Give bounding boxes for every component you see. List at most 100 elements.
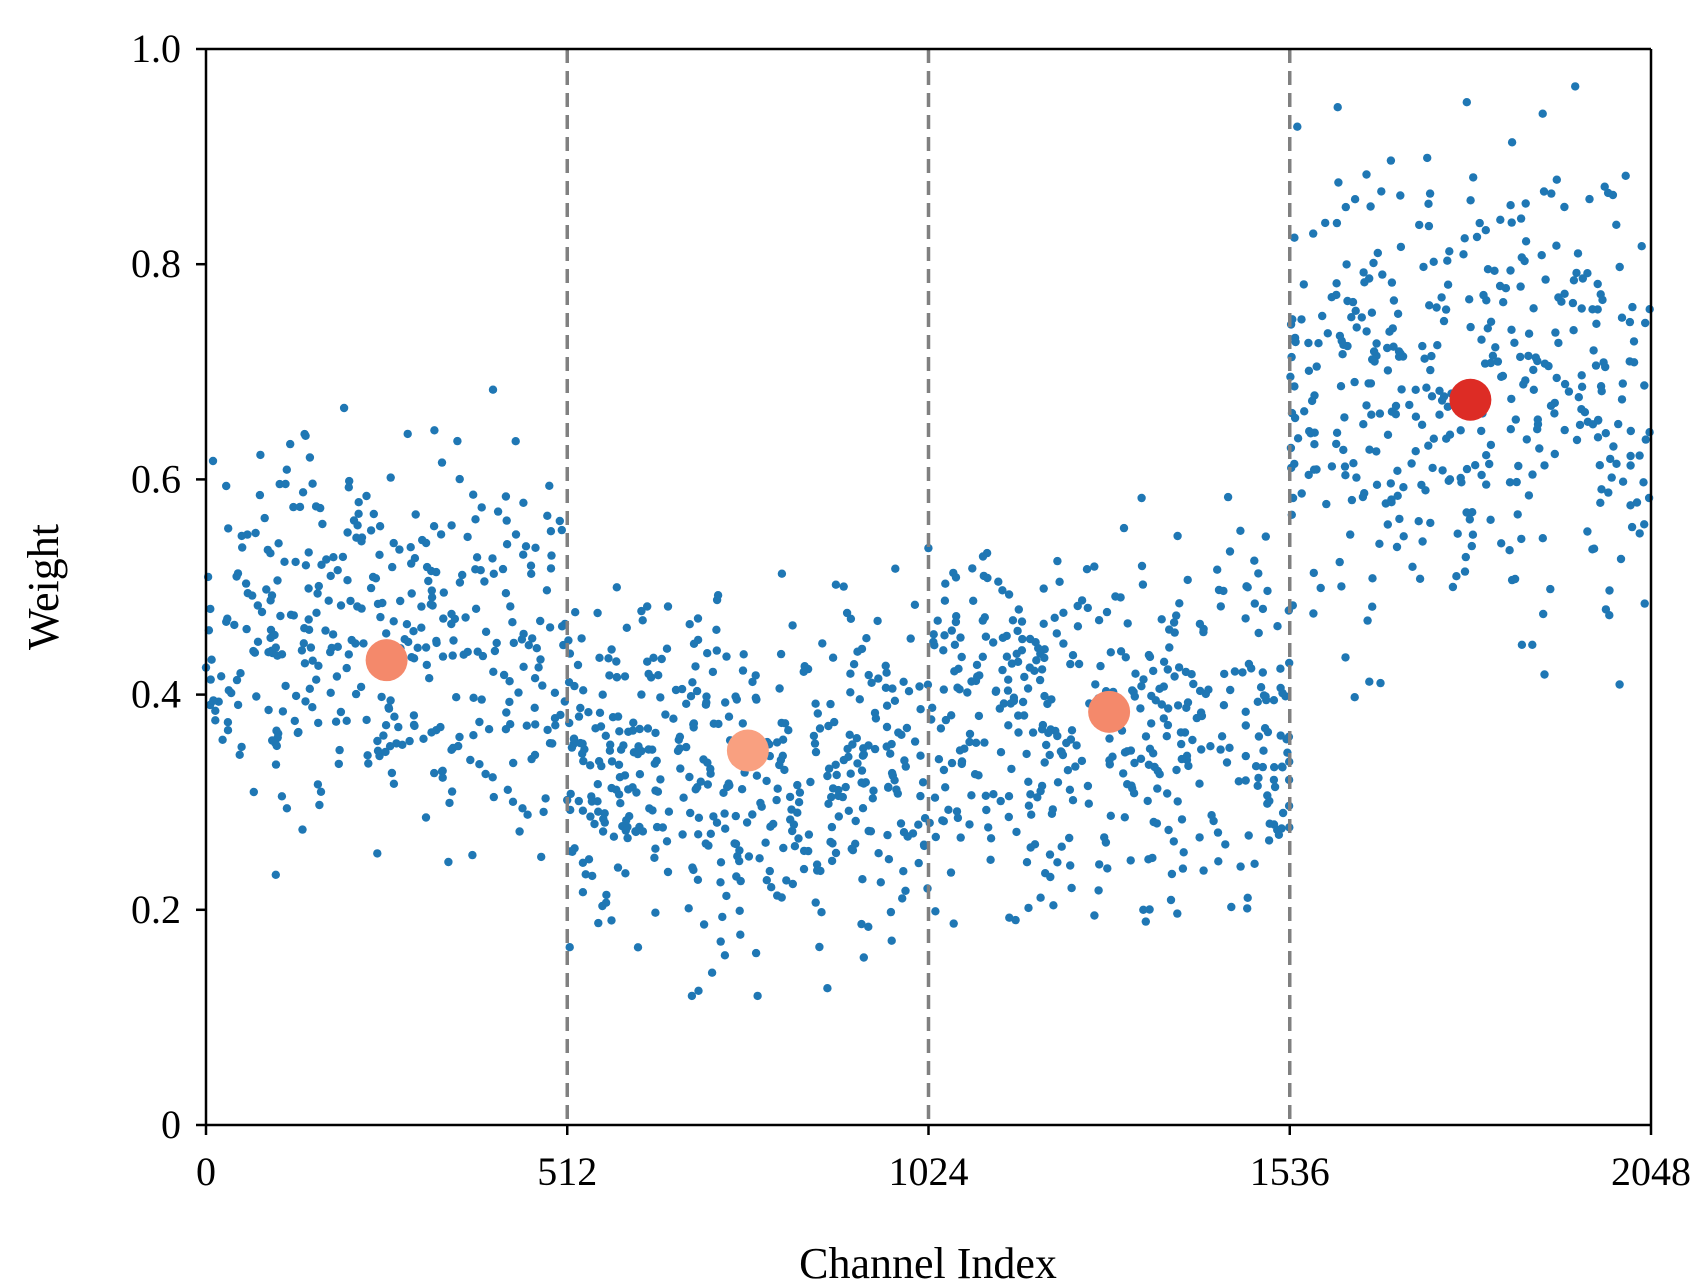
data-point <box>953 813 963 823</box>
data-point <box>896 819 906 828</box>
data-point <box>1351 306 1360 315</box>
data-point <box>1277 762 1287 771</box>
data-point <box>543 725 552 735</box>
data-point <box>613 712 623 721</box>
data-point <box>1020 672 1029 682</box>
data-point <box>405 736 414 746</box>
data-point <box>1524 491 1534 500</box>
group-mean-marker <box>726 729 769 772</box>
data-point <box>1465 515 1475 524</box>
data-point <box>1376 678 1385 688</box>
data-point <box>445 798 454 808</box>
data-point <box>1013 657 1023 666</box>
data-point <box>644 745 653 754</box>
data-point <box>852 734 861 743</box>
data-point <box>349 516 359 525</box>
data-point <box>736 876 745 886</box>
data-point <box>664 807 674 816</box>
data-point <box>1269 775 1279 785</box>
data-point <box>232 675 242 685</box>
data-point <box>812 860 822 869</box>
data-point <box>211 706 220 715</box>
data-point <box>1172 611 1181 620</box>
data-point <box>1635 529 1644 538</box>
data-point <box>230 620 239 630</box>
data-point <box>1546 401 1556 410</box>
data-point <box>844 806 853 815</box>
data-point <box>1007 764 1016 774</box>
data-point <box>1383 343 1392 353</box>
data-point <box>1426 518 1435 528</box>
data-point <box>1573 249 1583 258</box>
data-point <box>864 922 873 931</box>
data-point <box>737 785 747 794</box>
data-point <box>1337 582 1346 591</box>
data-point <box>1368 574 1377 583</box>
data-point <box>206 675 215 684</box>
data-point <box>643 602 652 611</box>
data-point <box>793 808 802 817</box>
data-point <box>1051 726 1060 736</box>
data-point <box>1059 608 1068 617</box>
data-point <box>268 736 277 745</box>
data-point <box>886 749 895 758</box>
data-point <box>335 745 344 755</box>
data-point <box>511 437 520 446</box>
data-point <box>656 775 665 784</box>
data-point <box>1441 305 1451 314</box>
data-point <box>328 630 338 639</box>
data-point <box>421 643 431 652</box>
data-point <box>899 677 908 686</box>
data-point <box>986 834 996 843</box>
data-point <box>390 712 399 721</box>
data-point <box>1589 346 1598 355</box>
data-point <box>1438 466 1447 475</box>
data-point <box>1393 466 1402 475</box>
data-point <box>1014 605 1023 614</box>
data-point <box>891 564 900 573</box>
data-point <box>1592 319 1601 328</box>
data-point <box>324 596 333 605</box>
data-point <box>1314 339 1323 348</box>
data-point <box>941 715 951 725</box>
data-point <box>1552 373 1561 383</box>
data-point <box>508 797 518 806</box>
data-point <box>1560 379 1570 389</box>
data-point <box>1332 428 1342 437</box>
data-point <box>282 465 291 474</box>
data-point <box>301 431 310 440</box>
data-point <box>1369 347 1379 356</box>
data-point <box>373 849 382 858</box>
data-point <box>1513 510 1522 519</box>
data-point <box>753 991 762 1001</box>
data-point <box>264 705 273 715</box>
data-point <box>867 678 876 687</box>
data-point <box>847 844 856 853</box>
data-point <box>1040 653 1049 663</box>
data-point <box>712 818 722 827</box>
data-point <box>722 652 731 661</box>
data-point <box>1071 762 1080 771</box>
data-point <box>1269 696 1279 705</box>
data-point <box>594 807 603 816</box>
data-point <box>1482 296 1491 305</box>
data-point <box>1597 485 1606 494</box>
data-point <box>1128 784 1137 793</box>
data-point <box>1605 586 1614 595</box>
data-point <box>590 819 599 829</box>
data-point <box>407 559 416 568</box>
data-point <box>475 717 484 727</box>
data-point <box>1471 461 1480 470</box>
data-point <box>687 991 697 1001</box>
data-point <box>1415 574 1425 583</box>
data-point <box>1138 580 1148 589</box>
data-point <box>929 630 938 639</box>
data-point <box>275 479 284 489</box>
data-point <box>1341 471 1350 480</box>
data-point <box>1083 781 1093 791</box>
data-point <box>1505 478 1515 487</box>
data-point <box>656 693 665 702</box>
data-point <box>1004 812 1013 822</box>
data-point <box>1583 269 1592 278</box>
data-point <box>682 742 691 752</box>
